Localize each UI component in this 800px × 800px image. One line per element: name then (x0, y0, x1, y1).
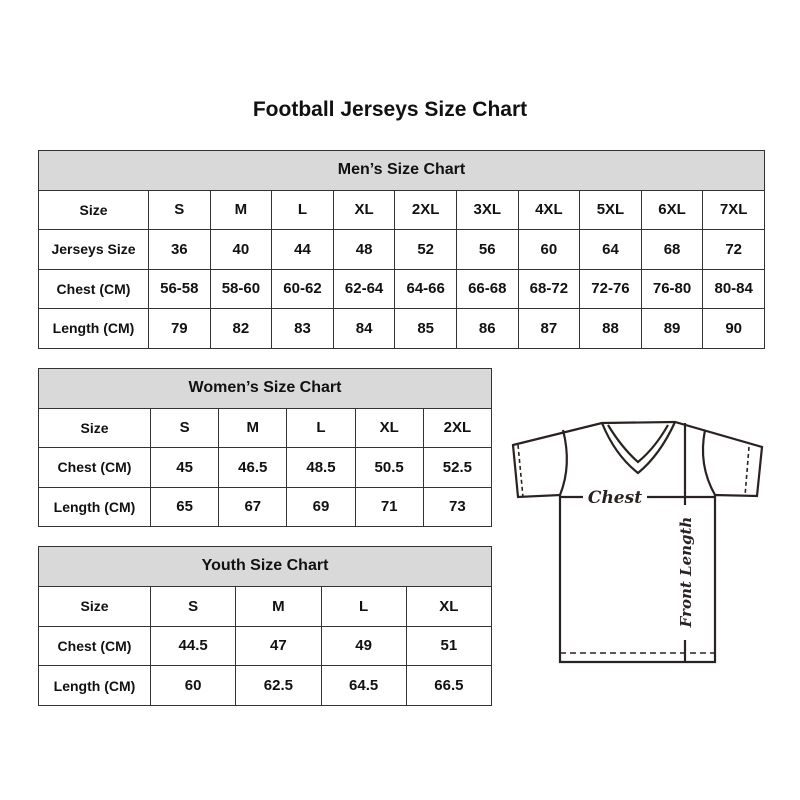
table-cell: 82 (209, 308, 273, 349)
jersey-diagram: Chest Front Length (511, 420, 764, 664)
table-cell: 87 (517, 308, 581, 349)
table-cell: 89 (640, 308, 704, 349)
table-cell: 64 (579, 229, 642, 270)
table-cell: 45 (149, 447, 220, 488)
table-cell: 40 (209, 229, 273, 270)
table-cell: 60-62 (271, 268, 334, 309)
table-cell: 88 (579, 308, 642, 349)
row-label: Chest (CM) (38, 268, 149, 309)
table-cell: S (148, 189, 211, 230)
table-cell: 90 (702, 308, 765, 349)
table-cell: 50.5 (354, 447, 424, 488)
table-cell: 52.5 (422, 447, 493, 488)
row-label: Jerseys Size (38, 229, 149, 270)
chest-label: Chest (588, 488, 642, 508)
table-cell: 67 (218, 486, 288, 527)
table-cell: 60 (517, 229, 581, 270)
page-title: Football Jerseys Size Chart (252, 98, 528, 121)
table-cell: 2XL (394, 189, 457, 230)
table-cell: M (235, 585, 322, 627)
table-row: Jerseys Size 36 40 44 48 52 56 60 64 68 72 (38, 229, 765, 270)
table-cell: 76-80 (640, 268, 704, 309)
table-cell: 71 (354, 486, 424, 527)
table-cell: 52 (394, 229, 457, 270)
table-cell: 73 (422, 486, 493, 527)
table-row: Size S M L XL (38, 585, 493, 627)
row-label: Chest (CM) (38, 625, 151, 667)
jersey-outline (511, 420, 764, 664)
youth-table-heading: Youth Size Chart (38, 546, 492, 587)
table-cell: 56 (455, 229, 519, 270)
men-table-heading: Men’s Size Chart (38, 150, 765, 191)
table-cell: M (218, 407, 288, 448)
table-cell: 44 (271, 229, 334, 270)
table-cell: 65 (149, 486, 220, 527)
women-size-table: Women’s Size Chart Size S M L XL 2XL Chest (CM)… (38, 368, 493, 527)
table-cell: 69 (286, 486, 356, 527)
table-cell: 2XL (422, 407, 493, 448)
table-cell: 60 (149, 665, 237, 707)
table-cell: L (320, 585, 407, 627)
table-cell: 86 (455, 308, 519, 349)
table-cell: 62-64 (332, 268, 396, 309)
row-label: Size (38, 407, 151, 448)
table-cell: 66.5 (405, 665, 493, 707)
table-cell: 72 (702, 229, 765, 270)
table-cell: 49 (320, 625, 407, 667)
table-cell: S (149, 407, 220, 448)
table-cell: 48 (332, 229, 396, 270)
table-row: Length (CM) 65 67 69 71 73 (38, 486, 493, 527)
table-row: Chest (CM) 56-58 58-60 60-62 62-64 64-66 66-68… (38, 268, 765, 309)
row-label: Chest (CM) (38, 447, 151, 488)
row-label: Length (CM) (38, 486, 151, 527)
table-cell: S (149, 585, 237, 627)
table-cell: M (209, 189, 273, 230)
table-cell: 80-84 (702, 268, 765, 309)
table-row: Length (CM) 79 82 83 84 85 86 87 88 89 90 (38, 308, 765, 349)
row-label: Length (CM) (38, 665, 151, 707)
table-cell: 36 (148, 229, 211, 270)
table-cell: 51 (405, 625, 493, 667)
table-row: Chest (CM) 44.5 47 49 51 (38, 625, 493, 667)
men-size-table: Men’s Size Chart Size S M L XL 2XL 3XL 4XL 5XL 6XL… (38, 150, 765, 349)
table-cell: XL (405, 585, 493, 627)
row-label: Length (CM) (38, 308, 149, 349)
row-label: Size (38, 585, 151, 627)
table-cell: 64-66 (394, 268, 457, 309)
table-row: Size S M L XL 2XL 3XL 4XL 5XL 6XL 7XL (38, 189, 765, 230)
table-cell: 7XL (702, 189, 765, 230)
table-cell: 47 (235, 625, 322, 667)
table-cell: 4XL (517, 189, 581, 230)
table-cell: 48.5 (286, 447, 356, 488)
table-cell: 58-60 (209, 268, 273, 309)
table-cell: 46.5 (218, 447, 288, 488)
women-table-heading: Women’s Size Chart (38, 368, 492, 409)
table-cell: 68 (640, 229, 704, 270)
table-cell: 79 (148, 308, 211, 349)
table-row: Chest (CM) 45 46.5 48.5 50.5 52.5 (38, 447, 493, 488)
table-cell: XL (332, 189, 396, 230)
table-cell: L (271, 189, 334, 230)
table-row: Size S M L XL 2XL (38, 407, 493, 448)
front-length-label: Front Length (677, 517, 695, 629)
table-cell: 83 (271, 308, 334, 349)
table-cell: 62.5 (235, 665, 322, 707)
table-cell: 5XL (579, 189, 642, 230)
table-cell: 85 (394, 308, 457, 349)
table-cell: 44.5 (149, 625, 237, 667)
table-cell: 6XL (640, 189, 704, 230)
table-cell: 64.5 (320, 665, 407, 707)
table-cell: 56-58 (148, 268, 211, 309)
table-cell: 68-72 (517, 268, 581, 309)
table-cell: 84 (332, 308, 396, 349)
table-cell: L (286, 407, 356, 448)
table-cell: 66-68 (455, 268, 519, 309)
table-cell: 72-76 (579, 268, 642, 309)
table-cell: XL (354, 407, 424, 448)
table-cell: 3XL (455, 189, 519, 230)
youth-size-table: Youth Size Chart Size S M L XL Chest (CM) 44.5 4… (38, 546, 493, 707)
table-row: Length (CM) 60 62.5 64.5 66.5 (38, 665, 493, 707)
row-label: Size (38, 189, 149, 230)
